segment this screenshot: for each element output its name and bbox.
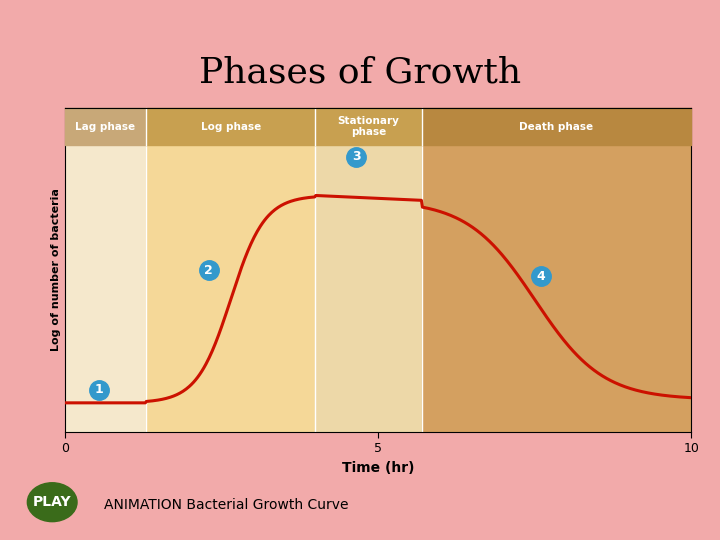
Bar — [65, 108, 146, 432]
Bar — [422, 108, 691, 145]
Text: 1: 1 — [95, 383, 104, 396]
Ellipse shape — [27, 483, 77, 522]
Text: Phases of Growth: Phases of Growth — [199, 56, 521, 90]
Text: Lag phase: Lag phase — [76, 122, 135, 132]
Bar — [146, 108, 315, 432]
Text: PLAY: PLAY — [33, 495, 71, 509]
Bar — [315, 108, 422, 145]
Text: Stationary
phase: Stationary phase — [338, 116, 400, 137]
Text: Log phase: Log phase — [201, 122, 261, 132]
Text: Death phase: Death phase — [519, 122, 593, 132]
Text: ANIMATION Bacterial Growth Curve: ANIMATION Bacterial Growth Curve — [104, 498, 349, 512]
Bar — [65, 108, 146, 145]
Text: 3: 3 — [352, 150, 361, 163]
Y-axis label: Log of number of bacteria: Log of number of bacteria — [50, 188, 60, 352]
Text: 2: 2 — [204, 264, 213, 276]
Bar — [422, 108, 691, 432]
Bar — [146, 108, 315, 145]
X-axis label: Time (hr): Time (hr) — [342, 461, 414, 475]
Text: 4: 4 — [536, 270, 545, 283]
Bar — [315, 108, 422, 432]
